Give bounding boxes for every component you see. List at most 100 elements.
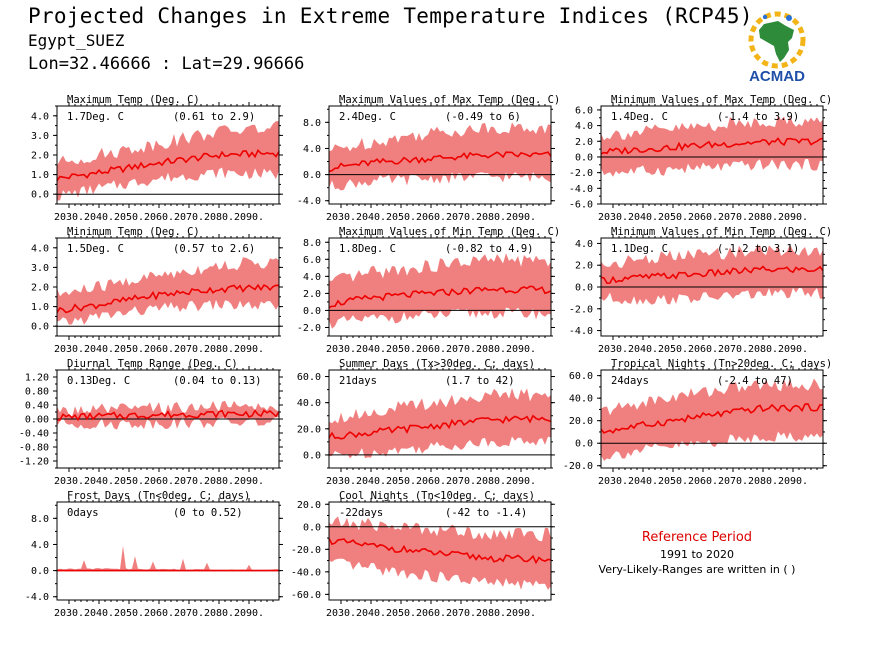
chart-title: Projected Changes in Extreme Temperature…	[28, 4, 753, 28]
y-tick-label: -6.0	[569, 200, 593, 211]
y-tick-label: 0.40	[25, 401, 49, 412]
panel-title: Minimum Temp (Deg. C)	[67, 226, 200, 238]
y-tick-label: -0.80	[19, 443, 49, 454]
reference-title: Reference Period	[641, 530, 753, 545]
panel-title: Tropical Nights (Tn>20deg. C; days)	[611, 358, 832, 370]
x-tick-label: 2030.	[54, 476, 84, 487]
y-tick-label: 20.0	[569, 416, 593, 427]
x-tick-label: 2050.	[114, 608, 144, 619]
mean-value-label: 1.8Deg. C	[339, 243, 396, 255]
y-tick-label: 8.0	[303, 118, 321, 129]
x-tick-label: 2090.	[234, 212, 264, 223]
x-tick-label: 2030.	[326, 608, 356, 619]
plot-frame	[600, 369, 824, 469]
x-tick-label: 2080.	[476, 344, 506, 355]
x-tick-label: 2040.	[356, 608, 386, 619]
x-tick-label: 2070.	[174, 344, 204, 355]
y-tick-label: -4.0	[569, 184, 593, 195]
likely-range-label: (-0.49 to 6)	[445, 111, 521, 123]
panel-title: Frost Days (Tn<0deg. C; days)	[67, 490, 250, 502]
x-tick-label: 2040.	[84, 608, 114, 619]
mean-value-label: 1.1Deg. C	[611, 243, 668, 255]
x-tick-label: 2070.	[446, 344, 476, 355]
x-tick-label: 2090.	[234, 608, 264, 619]
x-tick-label: 2040.	[356, 212, 386, 223]
range-band	[601, 378, 823, 461]
x-tick-label: 2070.	[446, 212, 476, 223]
x-tick-label: 2030.	[326, 476, 356, 487]
location-label: Egypt_SUEZ	[28, 31, 125, 50]
y-tick-label: 6.0	[575, 105, 593, 116]
y-tick-label: 1.0	[31, 170, 49, 181]
mean-line	[600, 265, 824, 285]
range-band	[57, 121, 279, 201]
x-tick-label: 2050.	[386, 476, 416, 487]
range-band	[57, 400, 279, 430]
y-tick-label: 2.0	[575, 261, 593, 272]
chart-panel-cool: -60.0 -40.0 -20.0 0.0 20.0 2030. 2040. 2050. 206…	[291, 490, 555, 619]
x-tick-label: 2030.	[598, 212, 628, 223]
x-tick-label: 2090.	[506, 476, 536, 487]
y-tick-label: 4.0	[31, 243, 49, 254]
y-tick-label: -2.0	[297, 323, 321, 334]
y-tick-label: 4.0	[575, 239, 593, 250]
range-band	[57, 545, 279, 571]
x-tick-label: 2080.	[748, 344, 778, 355]
plot-frame	[600, 105, 824, 205]
y-tick-label: 2.0	[575, 137, 593, 148]
y-tick-label: 20.0	[297, 424, 321, 435]
x-tick-label: 2090.	[234, 476, 264, 487]
y-tick-label: 0.0	[575, 152, 593, 163]
y-tick-label: 3.0	[31, 263, 49, 274]
reference-years: 1991 to 2020	[659, 548, 735, 561]
y-tick-label: 4.0	[31, 540, 49, 551]
mean-value-label: 24days	[611, 375, 649, 387]
x-tick-label: 2060.	[688, 344, 718, 355]
x-tick-label: 2030.	[54, 344, 84, 355]
likely-range-label: (0.04 to 0.13)	[173, 375, 262, 387]
x-tick-label: 2090.	[778, 344, 808, 355]
x-tick-label: 2040.	[356, 344, 386, 355]
mean-line	[600, 137, 824, 155]
y-tick-label: -20.0	[291, 545, 321, 556]
y-tick-label: 0.0	[303, 306, 321, 317]
range-band	[329, 516, 551, 590]
x-tick-label: 2060.	[688, 212, 718, 223]
x-tick-label: 2030.	[54, 608, 84, 619]
x-tick-label: 2050.	[386, 608, 416, 619]
panel-title: Summer Days (Tx>30deg. C; days)	[339, 358, 535, 370]
y-tick-label: -20.0	[563, 461, 593, 472]
chart-panel-minofmin: -4.0 -2.0 0.0 2.0 4.0 2030. 2040. 2050. 2060. 207…	[569, 226, 832, 355]
y-tick-label: 60.0	[297, 372, 321, 383]
mean-value-label: 21days	[339, 375, 377, 387]
y-tick-label: -2.0	[569, 168, 593, 179]
mean-line	[56, 149, 280, 182]
mean-line	[56, 283, 280, 314]
x-tick-label: 2090.	[506, 212, 536, 223]
x-tick-label: 2070.	[446, 476, 476, 487]
range-band	[601, 244, 823, 305]
x-tick-label: 2060.	[144, 344, 174, 355]
x-tick-label: 2040.	[84, 212, 114, 223]
x-tick-label: 2050.	[114, 344, 144, 355]
y-tick-label: 2.0	[31, 151, 49, 162]
y-tick-label: 0.0	[31, 566, 49, 577]
coordinates-label: Lon=32.46666 : Lat=29.96666	[28, 54, 305, 74]
x-tick-label: 2090.	[506, 608, 536, 619]
x-tick-label: 2040.	[628, 476, 658, 487]
x-tick-label: 2060.	[416, 476, 446, 487]
likely-range-label: (0.57 to 2.6)	[173, 243, 255, 255]
x-tick-label: 2040.	[84, 344, 114, 355]
y-tick-label: -4.0	[25, 592, 49, 603]
africa-map-icon	[748, 11, 806, 69]
y-tick-label: 4.0	[31, 111, 49, 122]
range-band	[329, 388, 551, 459]
y-tick-label: -60.0	[291, 590, 321, 601]
likely-range-label: (-1.4 to 3.9)	[717, 111, 799, 123]
x-tick-label: 2080.	[476, 608, 506, 619]
y-tick-label: 0.0	[303, 522, 321, 533]
